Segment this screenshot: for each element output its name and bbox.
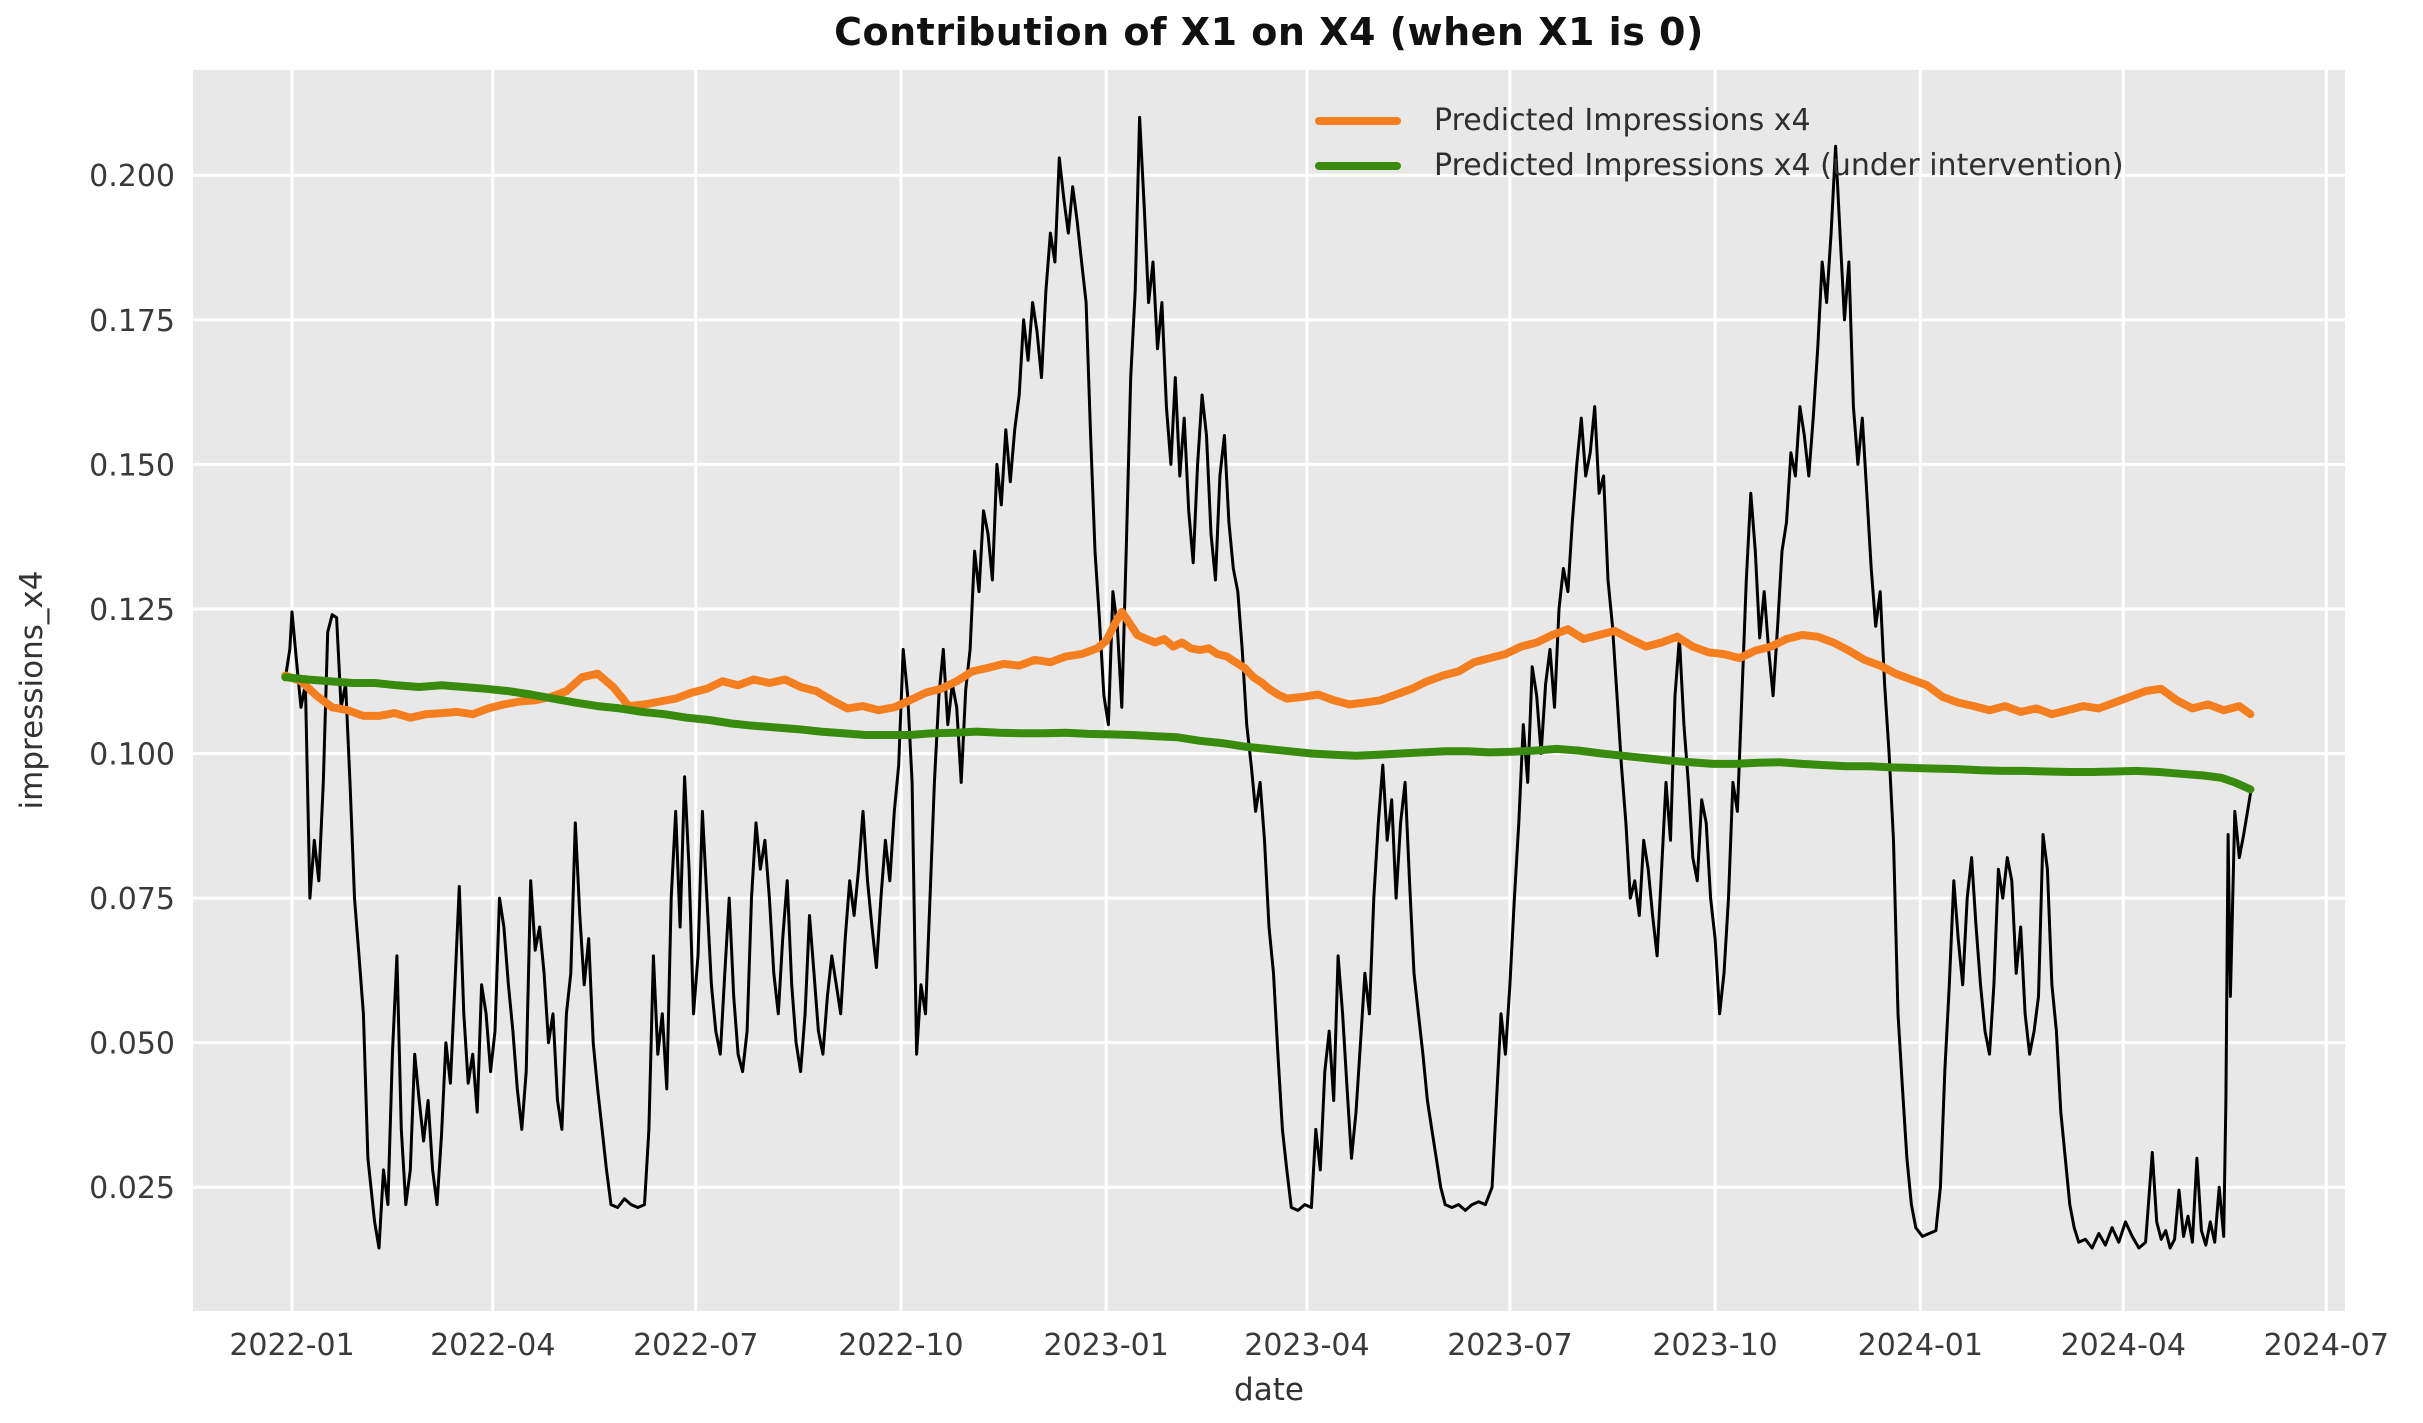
legend-item-intervention: Predicted Impressions x4 (under interven… — [1315, 143, 2124, 188]
y-tick-label: 0.150 — [89, 448, 175, 483]
legend-label: Predicted Impressions x4 (under interven… — [1434, 148, 2124, 183]
series-line-intervention — [281, 673, 2255, 794]
x-tick-label: 2022-04 — [430, 1328, 555, 1363]
legend: Predicted Impressions x4 Predicted Impre… — [1315, 98, 2124, 188]
y-tick-label: 0.100 — [89, 738, 175, 773]
y-tick-label: 0.075 — [89, 882, 175, 917]
x-tick-label: 2024-04 — [2061, 1328, 2186, 1363]
y-tick-label: 0.175 — [89, 304, 175, 339]
x-tick-label: 2023-10 — [1652, 1328, 1777, 1363]
x-tick-label: 2024-07 — [2264, 1328, 2389, 1363]
y-tick-label: 0.025 — [89, 1171, 175, 1206]
x-tick-label: 2022-01 — [229, 1328, 354, 1363]
x-tick-label: 2024-01 — [1858, 1328, 1983, 1363]
y-tick-label: 0.050 — [89, 1027, 175, 1062]
chart-title: Contribution of X1 on X4 (when X1 is 0) — [834, 10, 1704, 54]
y-tick-label: 0.125 — [89, 593, 175, 628]
x-tick-label: 2022-10 — [838, 1328, 963, 1363]
legend-label: Predicted Impressions x4 — [1434, 103, 1811, 138]
x-tick-label: 2022-07 — [633, 1328, 758, 1363]
series-line-predicted — [281, 607, 2255, 722]
y-axis-label: impressions_x4 — [14, 570, 50, 810]
legend-swatch-green-line-icon — [1315, 161, 1401, 170]
legend-swatch-orange-line-icon — [1315, 116, 1401, 125]
x-tick-label: 2023-04 — [1244, 1328, 1369, 1363]
y-tick-label: 0.200 — [89, 159, 175, 194]
x-tick-label: 2023-01 — [1043, 1328, 1168, 1363]
legend-item-predicted: Predicted Impressions x4 — [1315, 98, 2124, 143]
x-tick-label: 2023-07 — [1447, 1328, 1572, 1363]
x-axis-label: date — [1234, 1372, 1304, 1408]
